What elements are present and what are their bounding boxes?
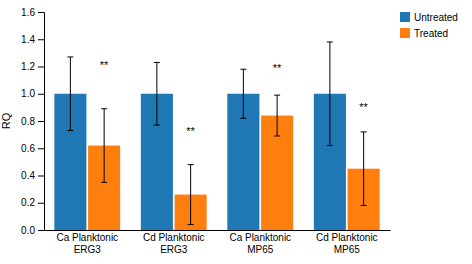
legend-item: Untreated [400,12,458,23]
y-tick: 1.0 [21,88,44,99]
y-tick-label: 1.4 [21,34,35,45]
error-bar [67,57,73,131]
y-tick-mark [38,12,44,13]
marks [54,42,379,230]
x-axis: Ca PlanktonicERG3Cd PlanktonicERG3Ca Pla… [45,231,391,255]
x-tick-label-line: Ca Planktonic [56,232,118,243]
y-tick-label: 0.6 [21,143,35,154]
y-tick-mark [38,203,44,204]
legend-swatch [400,28,410,38]
significance-label: ** [100,59,109,71]
error-bar [188,165,194,225]
y-tick-mark [38,67,44,68]
series [88,95,380,230]
y-tick: 0.0 [21,225,44,236]
legend-swatch [400,12,410,22]
y-tick-label: 1.6 [21,7,35,18]
error-bar [361,132,367,206]
significance-label: ** [186,125,195,137]
y-tick-mark [38,176,44,177]
y-tick: 1.4 [21,34,44,45]
error-bar [154,62,160,125]
y-tick-mark [38,121,44,122]
significance-label: ** [273,62,282,74]
x-tick-label-line: Cd Planktonic [316,232,378,243]
y-tick-mark [38,230,44,231]
x-tick-label-line: ERG3 [74,244,102,255]
y-tick-mark [38,39,44,40]
y-tick-label: 1.2 [21,61,35,72]
y-tick: 1.2 [21,61,44,72]
y-tick: 0.4 [21,170,44,181]
y-axis: 0.0 0.2 0.4 0.6 0.8 1.0 1.2 1.4 1.6 [21,7,44,236]
legend-label: Untreated [414,12,458,23]
x-tick: Cd PlanktonicMP65 [316,232,378,255]
chart: 0.0 0.2 0.4 0.6 0.8 1.0 1.2 1.4 1.6 Ca Planktonic… [0,0,472,264]
x-tick-label: Cd PlanktonicERG3 [143,232,205,255]
y-tick-mark [38,148,44,149]
y-tick-label: 0.2 [21,197,35,208]
y-axis-title: RQ [0,112,12,129]
y-tick-mark [38,94,44,95]
y-tick-label: 0.4 [21,170,35,181]
x-tick-label: Cd PlanktonicMP65 [316,232,378,255]
x-tick-label-line: ERG3 [160,244,188,255]
y-tick: 0.6 [21,143,44,154]
series [54,42,346,230]
y-tick: 0.2 [21,197,44,208]
annotations: ** ** ** ** [100,59,369,136]
y-tick: 0.8 [21,116,44,127]
x-tick-label-line: MP65 [334,244,361,255]
y-tick-label: 0.0 [21,225,35,236]
y-tick-label: 0.8 [21,116,35,127]
plot: 0.0 0.2 0.4 0.6 0.8 1.0 1.2 1.4 1.6 Ca Planktonic… [0,7,458,255]
x-tick-label-line: Cd Planktonic [143,232,205,243]
error-bar [240,69,246,118]
y-tick-label: 1.0 [21,88,35,99]
x-tick-label-line: MP65 [247,244,274,255]
legend: Untreated Treated [400,12,458,39]
y-axis-line [38,13,45,231]
legend-item: Treated [400,28,448,39]
error-bar [101,109,107,183]
x-tick: Ca PlanktonicMP65 [229,232,291,255]
x-tick-label: Ca PlanktonicERG3 [56,232,118,255]
y-tick: 1.6 [21,7,44,18]
error-bar [274,95,280,136]
legend-label: Treated [414,28,448,39]
significance-label: ** [359,101,368,113]
x-tick: Ca PlanktonicERG3 [56,232,118,255]
x-tick-label-line: Ca Planktonic [229,232,291,243]
x-axis-line [45,230,391,231]
x-tick-label: Ca PlanktonicMP65 [229,232,291,255]
x-tick: Cd PlanktonicERG3 [143,232,205,255]
error-bar [327,42,333,146]
